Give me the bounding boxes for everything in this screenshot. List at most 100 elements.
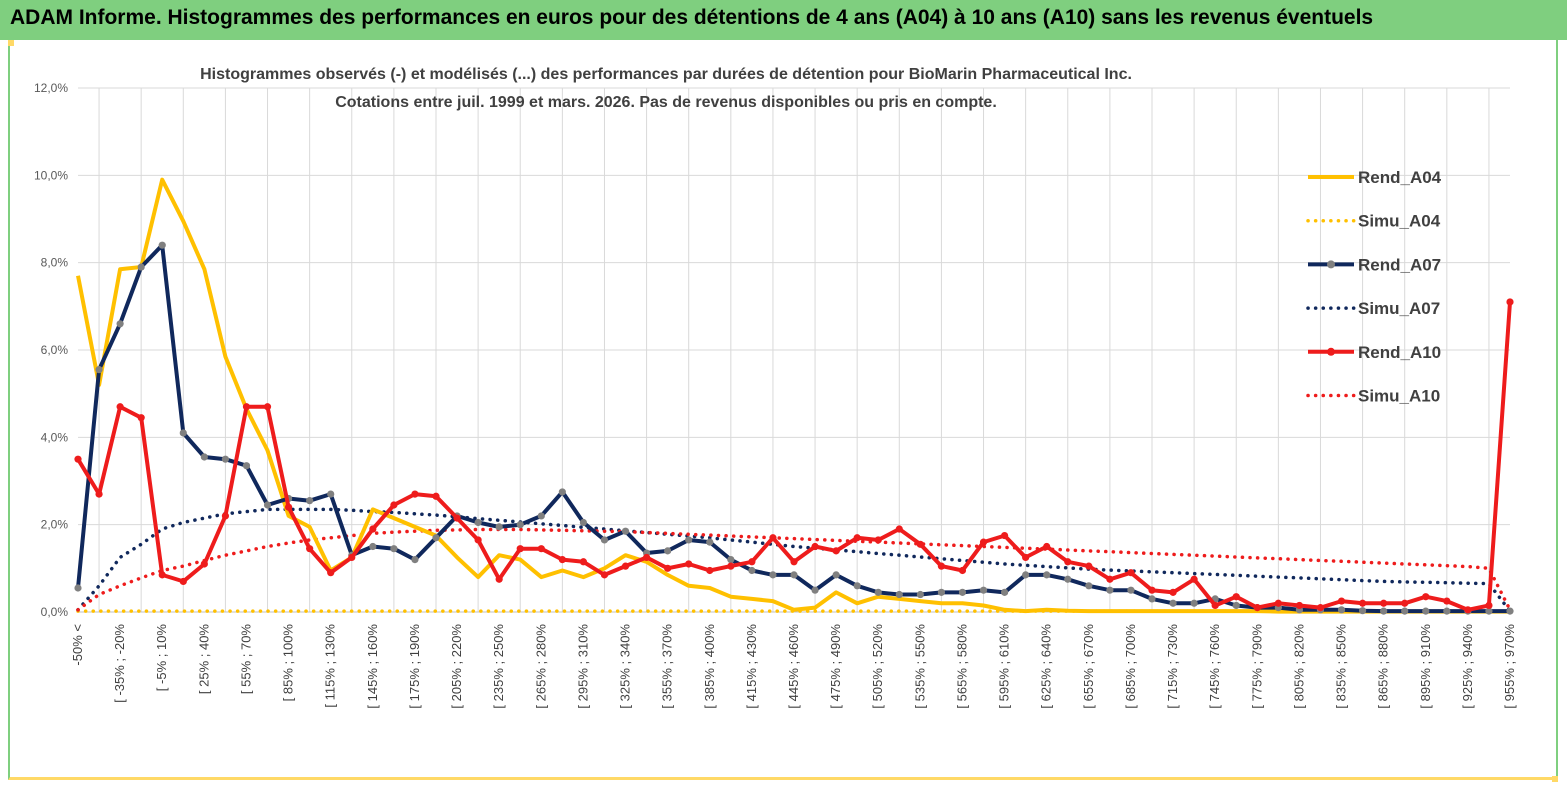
x-tick-label: [ 355% ; 370% <box>660 624 675 709</box>
data-point <box>600 536 609 544</box>
x-tick-label: [ 895% ; 910% <box>1418 624 1433 709</box>
chart-title-line1: Histogrammes observés (-) et modélisés (… <box>200 66 1132 83</box>
data-point <box>1127 586 1135 594</box>
data-point <box>874 588 882 596</box>
data-point <box>537 545 545 553</box>
x-tick-label: [ -35% ; -20% <box>112 624 127 703</box>
data-point <box>1401 599 1409 607</box>
data-point <box>937 562 946 570</box>
x-tick-label: [ 25% ; 40% <box>196 624 211 695</box>
data-point <box>369 525 377 533</box>
data-point <box>495 523 503 531</box>
x-tick-label: [ 835% ; 850% <box>1334 624 1349 709</box>
legend-marker <box>1327 260 1335 269</box>
legend-label: Simu_A07 <box>1358 299 1440 318</box>
x-tick-label: [ 265% ; 280% <box>533 624 548 709</box>
data-point <box>706 566 714 575</box>
x-tick-label: [ 505% ; 520% <box>870 624 885 709</box>
data-point <box>1443 597 1451 605</box>
data-point <box>769 534 777 542</box>
data-point <box>1485 607 1493 615</box>
x-tick-label: [ 625% ; 640% <box>1039 624 1054 709</box>
x-tick-label: [ 445% ; 460% <box>786 624 801 709</box>
data-point <box>1401 607 1409 615</box>
legend-item-Rend_A04: Rend_A04 <box>1308 168 1442 187</box>
data-point <box>200 453 208 461</box>
data-point <box>1000 588 1009 596</box>
x-tick-label: [ 865% ; 880% <box>1376 624 1391 709</box>
data-point <box>1443 607 1451 615</box>
y-tick-label: 6,0% <box>41 343 69 357</box>
legend-item-Rend_A10: Rend_A10 <box>1308 343 1441 362</box>
data-point <box>327 569 335 577</box>
data-point <box>137 414 145 422</box>
data-point <box>979 586 988 594</box>
legend-label: Rend_A10 <box>1358 343 1441 362</box>
data-point <box>748 558 756 566</box>
x-tick-label: [ 775% ; 790% <box>1249 624 1264 709</box>
data-point <box>74 455 82 463</box>
y-tick-label: 0,0% <box>41 605 69 619</box>
data-point <box>1148 586 1156 594</box>
data-point <box>1506 298 1514 306</box>
x-tick-label: [ 145% ; 160% <box>365 624 380 709</box>
y-tick-label: 4,0% <box>41 430 69 444</box>
legend-label: Simu_A10 <box>1358 387 1440 406</box>
data-point <box>748 566 756 575</box>
data-point <box>1422 593 1430 601</box>
data-point <box>958 588 967 596</box>
x-tick-label: [ 535% ; 550% <box>912 624 927 709</box>
y-tick-label: 8,0% <box>41 256 69 270</box>
data-point <box>1169 588 1177 596</box>
x-tick-label: [ 295% ; 310% <box>575 624 590 709</box>
data-point <box>1169 599 1177 607</box>
x-tick-label: [ -5% ; 10% <box>154 624 169 692</box>
data-point <box>558 556 566 564</box>
data-point <box>284 503 293 511</box>
x-tick-label: [ 175% ; 190% <box>407 624 422 709</box>
data-point <box>1358 607 1367 615</box>
data-point <box>621 562 630 570</box>
chart-frame <box>8 40 1558 780</box>
data-point <box>1337 606 1346 614</box>
data-point <box>790 558 798 566</box>
data-point <box>1380 599 1388 607</box>
data-point <box>1485 601 1493 610</box>
data-point <box>495 575 503 583</box>
data-point <box>811 586 819 594</box>
data-point <box>1380 607 1388 615</box>
data-point <box>895 590 903 599</box>
legend-item-Simu_A10: Simu_A10 <box>1306 387 1440 406</box>
data-point <box>242 462 251 470</box>
x-tick-label: [ 235% ; 250% <box>491 624 506 709</box>
data-point <box>1190 575 1198 583</box>
x-tick-label: [ 715% ; 730% <box>1165 624 1180 709</box>
data-point <box>1043 542 1051 551</box>
data-point <box>664 564 672 572</box>
data-point <box>558 488 566 496</box>
data-point <box>74 584 82 592</box>
data-point <box>432 492 440 500</box>
data-point <box>116 403 124 411</box>
data-point <box>832 547 840 555</box>
y-tick-label: 12,0% <box>34 81 68 95</box>
data-point <box>1316 604 1325 612</box>
x-tick-label: [ 685% ; 700% <box>1123 624 1138 709</box>
data-point <box>1253 604 1261 612</box>
data-point <box>853 534 861 542</box>
data-point <box>1064 575 1072 583</box>
data-point <box>1127 569 1135 577</box>
data-point <box>579 558 588 566</box>
x-tick-label: [ 385% ; 400% <box>702 624 717 709</box>
legend-item-Simu_A04: Simu_A04 <box>1306 212 1441 231</box>
data-point <box>1232 601 1240 610</box>
data-point <box>158 241 166 249</box>
data-point <box>474 536 482 544</box>
data-point <box>685 560 693 568</box>
data-point <box>95 366 103 374</box>
data-point <box>1022 571 1030 579</box>
series-line <box>76 243 1510 614</box>
data-point <box>1106 575 1114 583</box>
data-point <box>895 525 903 533</box>
data-point <box>642 553 651 562</box>
